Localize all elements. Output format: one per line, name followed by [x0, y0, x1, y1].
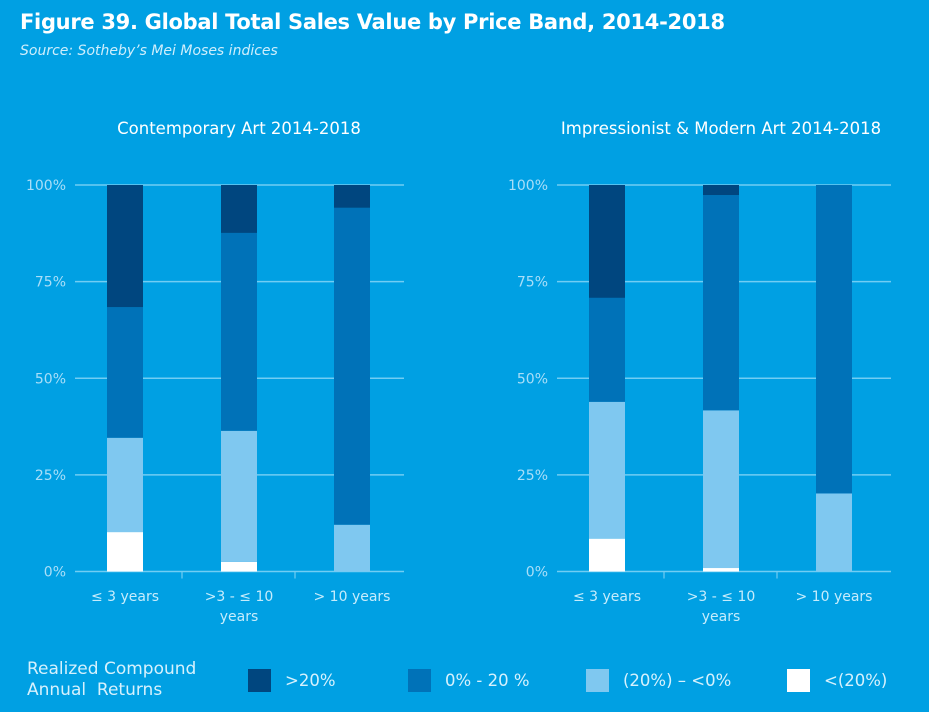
legend-item-neg20to0: (20%) – <0% [586, 669, 731, 692]
bar-segment-gt20 [703, 185, 739, 196]
legend-label: <(20%) [824, 671, 888, 690]
x-category-label: ≤ 3 years [91, 589, 159, 605]
y-tick-label: 0% [44, 565, 66, 581]
bar-segment-ltneg20 [221, 561, 257, 572]
bar-segment-neg20to0 [703, 410, 739, 569]
charts-canvas: Contemporary Art 2014-2018 0% 25% 50% 75% 100… [26, 119, 891, 625]
y-tick-label: 25% [517, 468, 548, 484]
legend-label: (20%) – <0% [623, 671, 732, 690]
bar-segment-0to20 [589, 297, 625, 402]
x-category-label: > 10 years [314, 589, 391, 605]
bar-segment-gt20 [334, 185, 370, 208]
y-tick-label: 75% [35, 275, 66, 291]
legend-title-line2: Annual Returns [27, 680, 163, 700]
bar-segment-ltneg20 [589, 538, 625, 572]
y-tick-label: 75% [517, 275, 548, 291]
x-category-label: years [702, 609, 741, 625]
bar-segment-gt20 [221, 185, 257, 233]
bar-segment-neg20to0 [816, 493, 852, 572]
y-tick-label: 100% [26, 178, 66, 194]
bar-segment-neg20to0 [334, 524, 370, 572]
panel-title: Impressionist & Modern Art 2014-2018 [561, 119, 881, 138]
bar-segment-gt20 [107, 185, 143, 308]
legend-label: >20% [285, 671, 336, 690]
panel-title: Contemporary Art 2014-2018 [117, 119, 361, 138]
figure-source: Source: Sotheby’s Mei Moses indices [20, 43, 278, 59]
bar-segment-0to20 [107, 307, 143, 438]
x-category-label: > 10 years [796, 589, 873, 605]
legend-swatch-gt20 [248, 669, 271, 692]
x-category-label: ≤ 3 years [573, 589, 641, 605]
bar-segment-gt20 [589, 185, 625, 298]
bar-segment-0to20 [334, 207, 370, 525]
legend-item-0to20: 0% - 20 % [408, 669, 530, 692]
bar-segment-0to20 [221, 232, 257, 431]
legend-swatch-neg20to0 [586, 669, 609, 692]
legend-label: 0% - 20 % [445, 671, 530, 690]
x-category-label: >3 - ≤ 10 [205, 589, 274, 605]
bar-segment-neg20to0 [107, 437, 143, 533]
bar-segment-neg20to0 [589, 401, 625, 539]
y-tick-label: 50% [35, 371, 66, 387]
figure-title: Figure 39. Global Total Sales Value by P… [20, 10, 725, 34]
y-tick-label: 25% [35, 468, 66, 484]
x-category-label: >3 - ≤ 10 [687, 589, 756, 605]
y-tick-label: 50% [517, 371, 548, 387]
bar-segment-ltneg20 [703, 568, 739, 572]
bar-segment-0to20 [703, 195, 739, 411]
y-tick-label: 0% [526, 565, 548, 581]
x-category-label: years [220, 609, 259, 625]
y-tick-label: 100% [508, 178, 548, 194]
bar-segment-0to20 [816, 185, 852, 494]
legend-swatch-ltneg20 [787, 669, 810, 692]
legend-swatch-0to20 [408, 669, 431, 692]
legend-title: Realized Compound Annual Returns [27, 659, 237, 701]
legend-title-line1: Realized Compound [27, 659, 197, 679]
legend-item-ltneg20: <(20%) [787, 669, 887, 692]
legend-item-gt20: >20% [248, 669, 336, 692]
bar-segment-ltneg20 [107, 532, 143, 572]
bar-segment-neg20to0 [221, 430, 257, 562]
